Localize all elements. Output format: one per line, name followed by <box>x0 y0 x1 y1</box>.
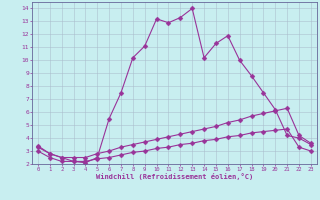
X-axis label: Windchill (Refroidissement éolien,°C): Windchill (Refroidissement éolien,°C) <box>96 173 253 180</box>
